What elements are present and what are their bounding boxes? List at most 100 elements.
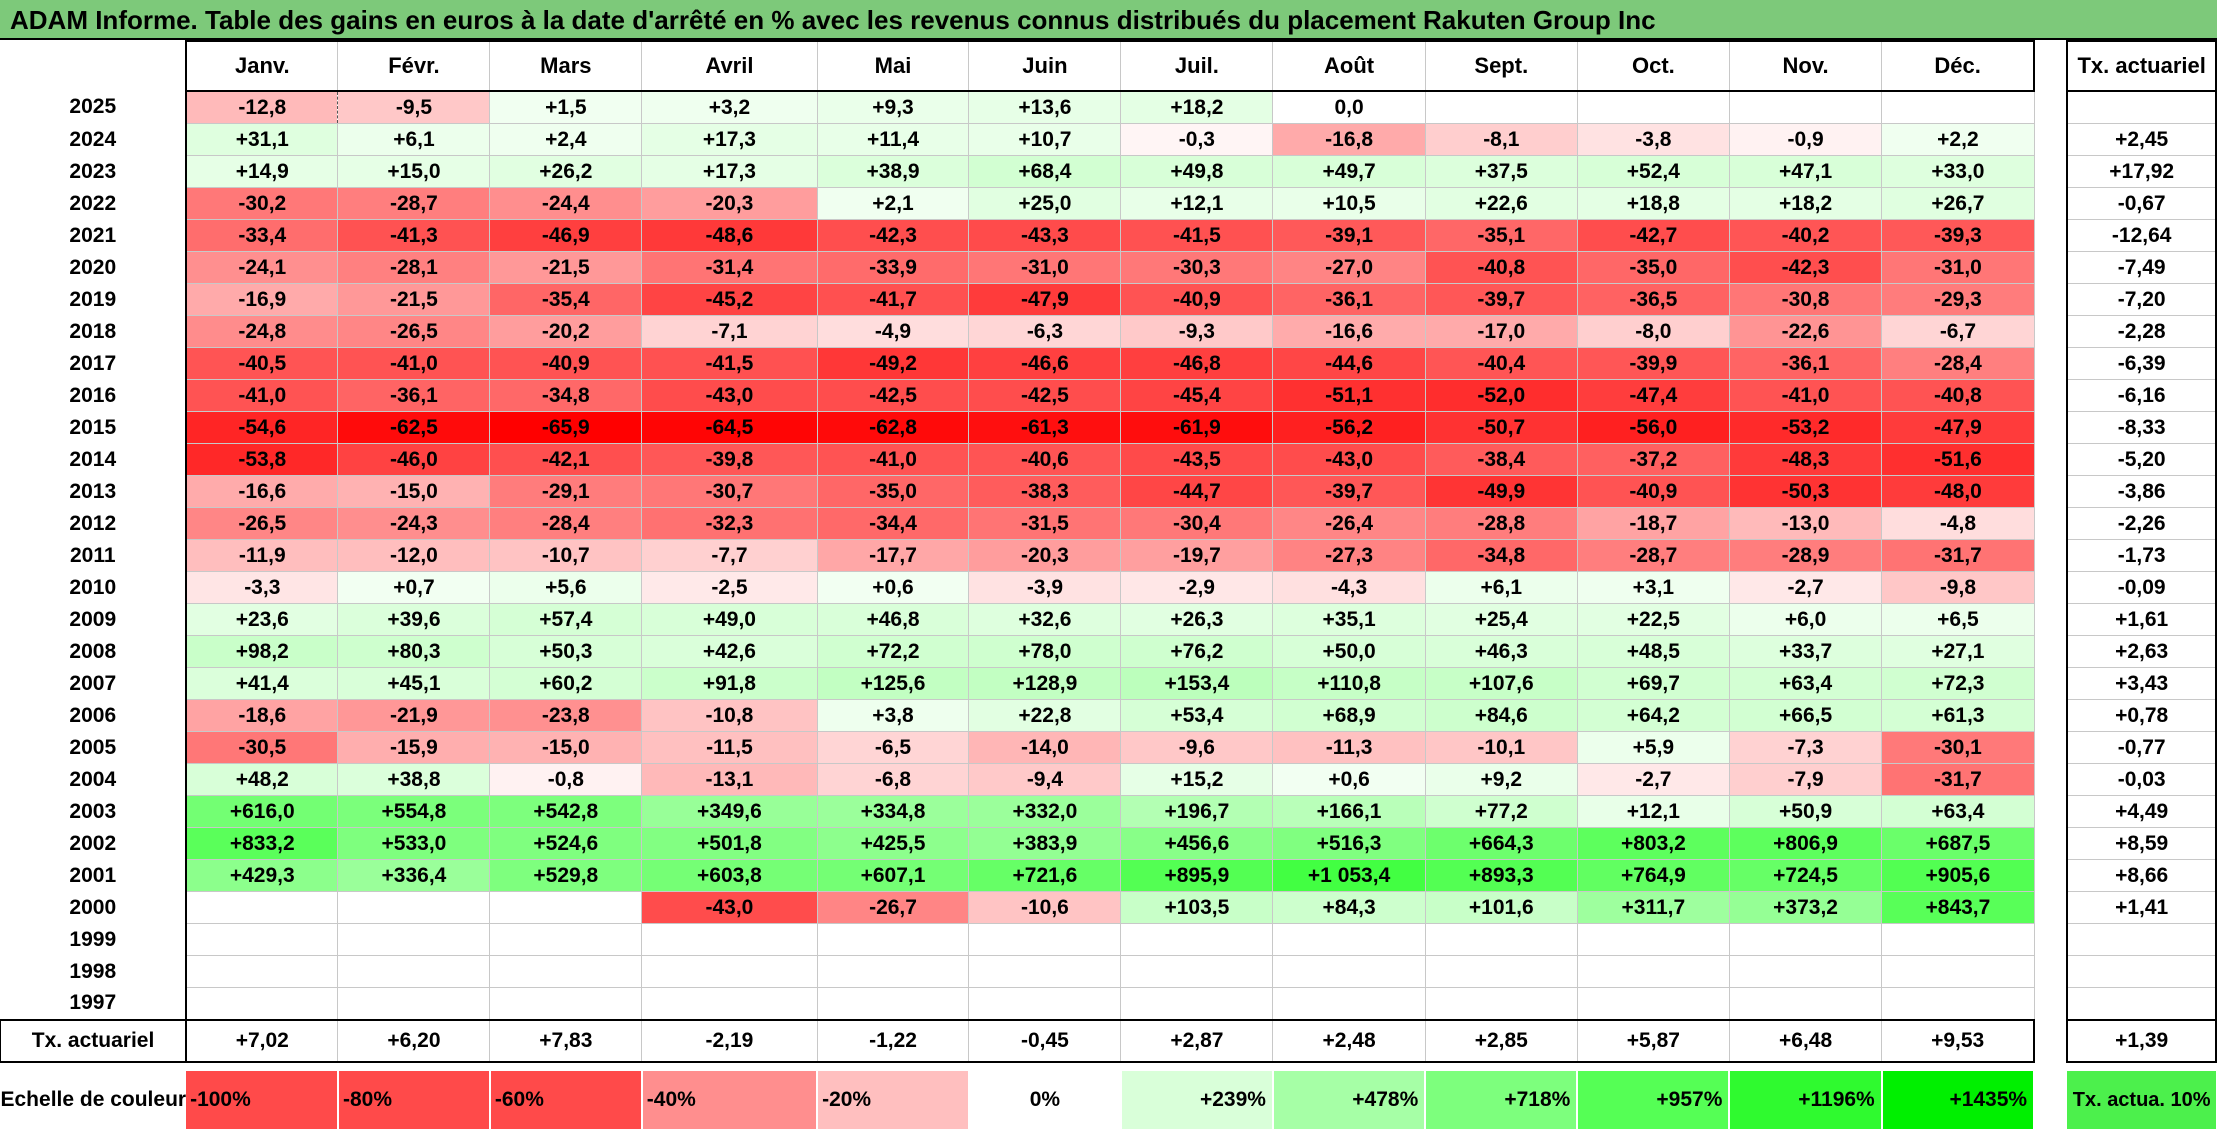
rate-scale-swatch: Tx. actua. 10% <box>2067 1071 2216 1129</box>
heatmap-cell: +35,1 <box>1272 603 1426 636</box>
heatmap-cell <box>1728 955 1883 988</box>
heatmap-cell: -7,7 <box>641 539 818 572</box>
heatmap-cell: -34,4 <box>816 507 970 540</box>
heatmap-cell: -41,7 <box>816 283 970 316</box>
table-row: 2012 -26,5 -24,3 -28,4 -32,3 -34,4 -31,5 -30,4-… <box>0 507 2217 540</box>
year-label: 2025 <box>0 91 188 124</box>
gains-table: Janv. Févr. Mars Avril Mai Juin Juil. Août Sept.… <box>0 40 2217 1129</box>
heatmap-cell <box>1881 90 2035 124</box>
heatmap-cell: -31,7 <box>1881 763 2035 796</box>
heatmap-cell: +664,3 <box>1424 827 1578 860</box>
heatmap-cell: +9,2 <box>1424 763 1578 796</box>
heatmap-cell: -45,4 <box>1120 379 1274 412</box>
table-row: 2000 -43,0 -26,7 -10,6 +103,5 +84,3 +101,6 +311… <box>0 891 2217 924</box>
heatmap-cell: +64,2 <box>1576 699 1730 732</box>
heatmap-cell: +98,2 <box>185 635 339 668</box>
gap-cell <box>2034 635 2068 668</box>
heatmap-cell: +13,6 <box>968 90 1122 124</box>
heatmap-cell <box>1424 90 1578 124</box>
month-header: Févr. <box>337 40 491 92</box>
heatmap-cell: -0,8 <box>489 763 643 796</box>
table-row: 2002 +833,2 +533,0 +524,6 +501,8 +425,5 +383,9… <box>0 827 2217 860</box>
heatmap-cell: -40,2 <box>1728 219 1883 252</box>
heatmap-cell: +42,6 <box>641 635 818 668</box>
rate-cell: -2,26 <box>2066 507 2217 540</box>
heatmap-cell: +687,5 <box>1881 827 2035 860</box>
heatmap-cell: -53,8 <box>185 443 339 476</box>
month-header: Sept. <box>1424 40 1578 92</box>
month-header: Déc. <box>1881 40 2036 92</box>
heatmap-cell: -40,4 <box>1424 347 1578 380</box>
spacer-cell <box>2067 1062 2216 1071</box>
rate-cell: +8,66 <box>2066 859 2217 892</box>
heatmap-cell <box>337 923 491 956</box>
table-row: 2025 -12,8 -9,5 +1,5 +3,2 +9,3 +13,6 +18,2 0,0 <box>0 90 2217 124</box>
table-row: 2016 -41,0 -36,1 -34,8 -43,0 -42,5 -42,5 -45,4-… <box>0 379 2217 412</box>
heatmap-cell: -28,4 <box>1881 347 2035 380</box>
table-row: 2022 -30,2 -28,7 -24,4 -20,3 +2,1 +25,0 +12,1 +1… <box>0 187 2217 220</box>
heatmap-cell: +456,6 <box>1120 827 1274 860</box>
spacer-cell <box>490 1062 642 1071</box>
year-label: 2019 <box>0 283 188 316</box>
heatmap-cell <box>1881 923 2035 956</box>
heatmap-cell <box>489 987 643 1021</box>
gap-cell <box>2034 41 2068 91</box>
heatmap-cell: -47,9 <box>968 283 1122 316</box>
heatmap-cell: +39,6 <box>337 603 491 636</box>
heatmap-cell: -31,7 <box>1881 539 2035 572</box>
heatmap-cell <box>1120 987 1274 1021</box>
table-row: 2013 -16,6 -15,0 -29,1 -30,7 -35,0 -38,3 -44,7-… <box>0 475 2217 508</box>
heatmap-cell: +2,2 <box>1881 123 2035 156</box>
heatmap-cell: +724,5 <box>1728 859 1883 892</box>
heatmap-cell: -15,9 <box>337 731 491 764</box>
heatmap-cell: +425,5 <box>816 827 970 860</box>
color-scale-swatch: 0% <box>968 1071 1122 1129</box>
heatmap-cell: +38,9 <box>816 155 970 188</box>
header-row: Janv. Févr. Mars Avril Mai Juin Juil. Août Sept.… <box>1 40 2217 92</box>
month-header: Avril <box>641 40 818 92</box>
heatmap-cell: -40,8 <box>1424 251 1578 284</box>
heatmap-cell: -39,7 <box>1272 475 1426 508</box>
heatmap-cell: -47,4 <box>1576 379 1730 412</box>
heatmap-cell <box>185 923 339 956</box>
heatmap-cell: +26,2 <box>489 155 643 188</box>
heatmap-cell: -6,3 <box>968 315 1122 348</box>
heatmap-cell <box>968 955 1122 988</box>
gap-cell <box>2034 475 2068 508</box>
heatmap-cell: -42,5 <box>816 379 970 412</box>
heatmap-cell: +68,4 <box>968 155 1122 188</box>
heatmap-cell: +57,4 <box>489 603 643 636</box>
heatmap-cell: -50,7 <box>1424 411 1578 444</box>
heatmap-cell: +501,8 <box>641 827 818 860</box>
table-row: 2011 -11,9 -12,0 -10,7 -7,7 -17,7 -20,3 -19,7 -2… <box>0 539 2217 572</box>
spacer-cell <box>1121 1062 1273 1071</box>
heatmap-cell: -42,7 <box>1576 219 1730 252</box>
heatmap-cell: -35,0 <box>816 475 970 508</box>
heatmap-cell: -34,8 <box>489 379 643 412</box>
heatmap-cell <box>1576 923 1730 956</box>
heatmap-cell: +3,8 <box>816 699 970 732</box>
heatmap-cell: +14,9 <box>185 155 339 188</box>
heatmap-cell: +27,1 <box>1881 635 2035 668</box>
heatmap-cell: -64,5 <box>641 411 818 444</box>
heatmap-cell: +72,2 <box>816 635 970 668</box>
heatmap-cell: +0,6 <box>1272 763 1426 796</box>
heatmap-cell: -39,7 <box>1424 283 1578 316</box>
heatmap-cell: -32,3 <box>641 507 818 540</box>
heatmap-cell: -6,8 <box>816 763 970 796</box>
heatmap-cell: -36,1 <box>337 379 491 412</box>
heatmap-cell: +833,2 <box>185 827 339 860</box>
heatmap-cell: -6,7 <box>1881 315 2035 348</box>
annual-rate-cell: +6,48 <box>1728 1019 1883 1063</box>
gap-cell <box>2034 379 2068 412</box>
heatmap-cell: -2,5 <box>641 571 818 604</box>
heatmap-cell: -54,6 <box>185 411 339 444</box>
heatmap-cell: -17,0 <box>1424 315 1578 348</box>
heatmap-cell: +63,4 <box>1728 667 1883 700</box>
heatmap-cell: -52,0 <box>1424 379 1578 412</box>
gap-cell <box>2034 923 2068 956</box>
rate-cell: +1,41 <box>2066 891 2217 924</box>
heatmap-cell: -35,1 <box>1424 219 1578 252</box>
heatmap-cell: +803,2 <box>1576 827 1730 860</box>
heatmap-cell: +37,5 <box>1424 155 1578 188</box>
